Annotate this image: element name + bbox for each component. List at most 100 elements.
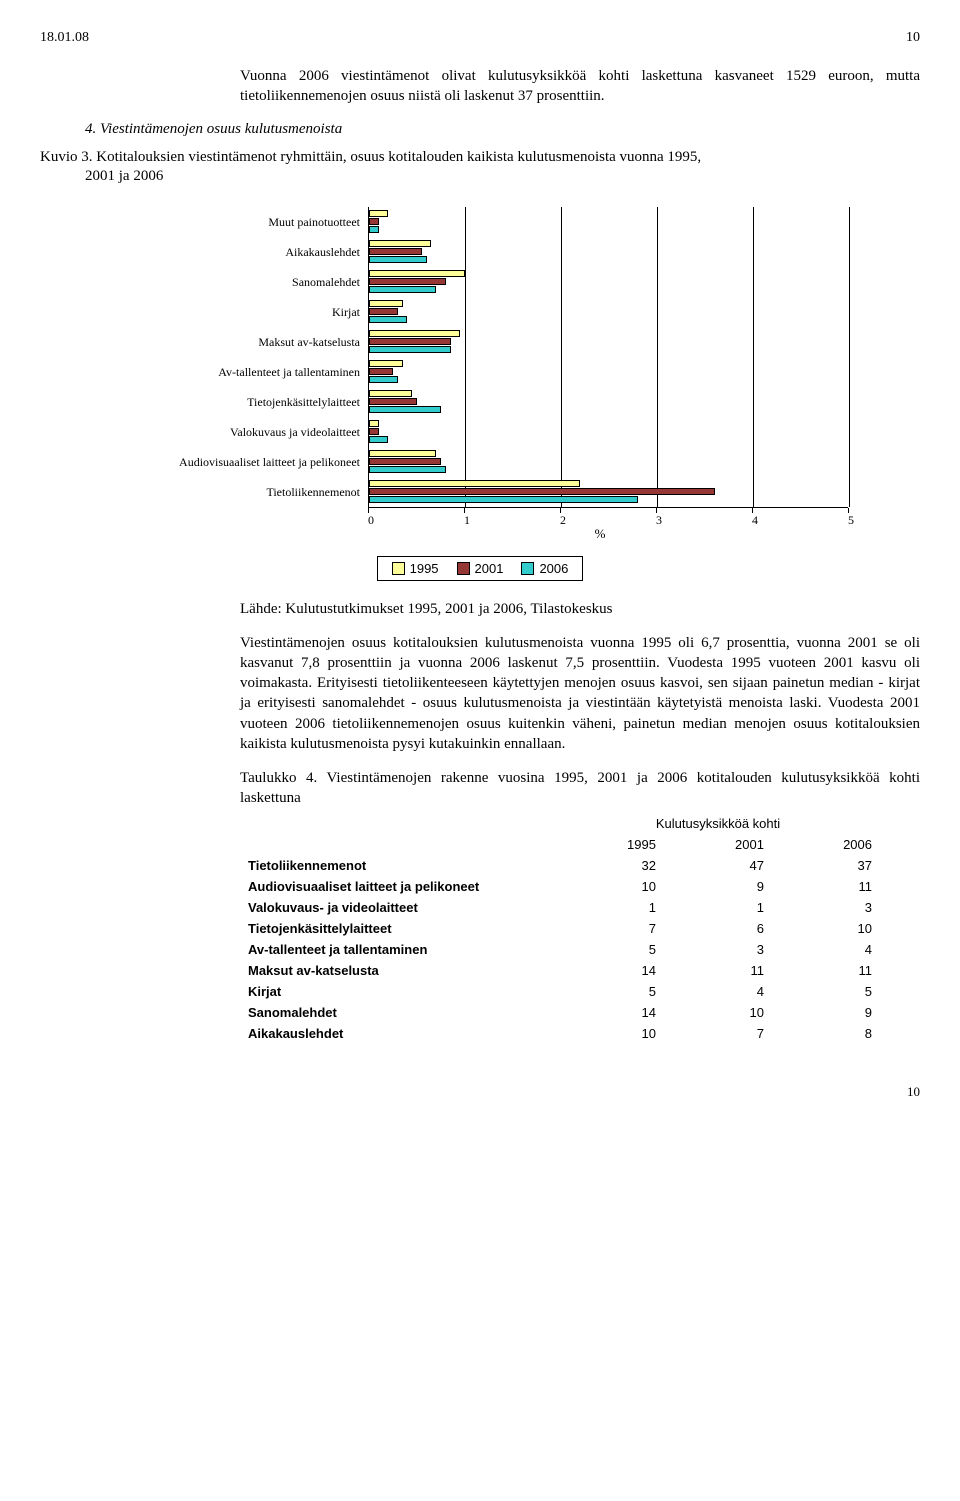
table-blank xyxy=(240,813,556,834)
chart-bar xyxy=(369,338,451,345)
chart-row: Maksut av-katselusta xyxy=(100,327,860,357)
table-cell: 37 xyxy=(772,855,880,876)
chart-bar xyxy=(369,398,417,405)
chart-row: Audiovisuaaliset laitteet ja pelikoneet xyxy=(100,447,860,477)
chart-plot xyxy=(368,327,849,357)
axis-tick-label: 2 xyxy=(560,513,566,527)
chart-row: Aikakauslehdet xyxy=(100,237,860,267)
table-column-header: 2001 xyxy=(664,834,772,855)
table-cell: Sanomalehdet xyxy=(240,1002,556,1023)
chart-bar xyxy=(369,390,412,397)
chart-plot xyxy=(368,417,849,447)
table-row: Tietojenkäsittelylaitteet7610 xyxy=(240,918,880,939)
chart-bar xyxy=(369,346,451,353)
chart-category-label: Sanomalehdet xyxy=(100,267,368,297)
legend-item: 2006 xyxy=(521,561,568,576)
chart-bar xyxy=(369,256,427,263)
chart-plot xyxy=(368,207,849,237)
table-cell: 3 xyxy=(664,939,772,960)
table-row: Sanomalehdet14109 xyxy=(240,1002,880,1023)
chart-category-label: Tietoliikennemenot xyxy=(100,477,368,507)
chart-source: Lähde: Kulutustutkimukset 1995, 2001 ja … xyxy=(240,601,920,618)
chart-bar xyxy=(369,248,422,255)
table-cell: 9 xyxy=(772,1002,880,1023)
intro-paragraph: Vuonna 2006 viestintämenot olivat kulutu… xyxy=(240,66,920,107)
kuvio-caption-line2: 2001 ja 2006 xyxy=(85,167,920,187)
table-cell: 10 xyxy=(772,918,880,939)
table-cell: 1 xyxy=(664,897,772,918)
chart-bar xyxy=(369,240,431,247)
table-row: Audiovisuaaliset laitteet ja pelikoneet1… xyxy=(240,876,880,897)
chart-bar xyxy=(369,210,388,217)
table-cell: 32 xyxy=(556,855,664,876)
chart-row: Valokuvaus ja videolaitteet xyxy=(100,417,860,447)
axis-tick-label: 0 xyxy=(368,513,374,527)
chart-category-label: Maksut av-katselusta xyxy=(100,327,368,357)
chart-row: Tietojenkäsittelylaitteet xyxy=(100,387,860,417)
chart-bar xyxy=(369,466,446,473)
header-date: 18.01.08 xyxy=(40,30,89,46)
chart-bar xyxy=(369,300,403,307)
table-row: Kirjat545 xyxy=(240,981,880,1002)
table-row: Valokuvaus- ja videolaitteet113 xyxy=(240,897,880,918)
chart-category-label: Muut painotuotteet xyxy=(100,207,368,237)
axis-tick-label: 1 xyxy=(464,513,470,527)
table-cell: Tietojenkäsittelylaitteet xyxy=(240,918,556,939)
chart-legend: 1995 2001 2006 xyxy=(377,556,584,581)
chart-bar xyxy=(369,420,379,427)
chart-bar xyxy=(369,360,403,367)
table-cell: 47 xyxy=(664,855,772,876)
chart-bar xyxy=(369,368,393,375)
section-4-title: 4. Viestintämenojen osuus kulutusmenoist… xyxy=(85,121,920,138)
chart-bar xyxy=(369,330,460,337)
table-cell: 6 xyxy=(664,918,772,939)
table-cell: Tietoliikennemenot xyxy=(240,855,556,876)
chart-row: Muut painotuotteet xyxy=(100,207,860,237)
chart-bar xyxy=(369,316,407,323)
table-column-header: 2006 xyxy=(772,834,880,855)
chart-plot xyxy=(368,447,849,477)
chart-category-label: Av-tallenteet ja tallentaminen xyxy=(100,357,368,387)
legend-swatch-icon xyxy=(521,562,534,575)
chart-bar xyxy=(369,458,441,465)
table-cell: 8 xyxy=(772,1023,880,1044)
chart-plot xyxy=(368,297,849,327)
chart-row: Av-tallenteet ja tallentaminen xyxy=(100,357,860,387)
table-cell: 7 xyxy=(556,918,664,939)
chart-bar xyxy=(369,428,379,435)
analysis-paragraph: Viestintämenojen osuus kotitalouksien ku… xyxy=(240,633,920,755)
chart-bar xyxy=(369,270,465,277)
table-cell: Kirjat xyxy=(240,981,556,1002)
axis-tick-label: 4 xyxy=(752,513,758,527)
table-cell: 1 xyxy=(556,897,664,918)
table-row: Aikakauslehdet1078 xyxy=(240,1023,880,1044)
table-column-header: 1995 xyxy=(556,834,664,855)
chart-bar xyxy=(369,406,441,413)
table-cell: Valokuvaus- ja videolaitteet xyxy=(240,897,556,918)
chart-bar xyxy=(369,286,436,293)
table-row: Tietoliikennemenot324737 xyxy=(240,855,880,876)
chart-bar xyxy=(369,226,379,233)
table-cell: 3 xyxy=(772,897,880,918)
chart-bar xyxy=(369,496,638,503)
kuvio-caption-line1: Kuvio 3. Kotitalouksien viestintämenot r… xyxy=(40,149,701,165)
table-cell: 11 xyxy=(772,876,880,897)
chart-bar xyxy=(369,218,379,225)
table-superheader: Kulutusyksikköä kohti xyxy=(556,813,880,834)
chart-plot xyxy=(368,357,849,387)
table-cell: 5 xyxy=(556,939,664,960)
chart-plot xyxy=(368,387,849,417)
table-cell: 4 xyxy=(772,939,880,960)
header: 18.01.08 10 xyxy=(40,30,920,46)
table-4: Kulutusyksikköä kohti 199520012006 Tieto… xyxy=(240,813,880,1044)
chart-bar xyxy=(369,376,398,383)
chart-category-label: Tietojenkäsittelylaitteet xyxy=(100,387,368,417)
chart-row: Kirjat xyxy=(100,297,860,327)
chart-plot xyxy=(368,267,849,297)
footer-page-number: 10 xyxy=(40,1084,920,1100)
legend-label: 2001 xyxy=(475,561,504,576)
table-column-header xyxy=(240,834,556,855)
chart-bar xyxy=(369,480,580,487)
table-cell: 5 xyxy=(556,981,664,1002)
chart-plot xyxy=(368,237,849,267)
